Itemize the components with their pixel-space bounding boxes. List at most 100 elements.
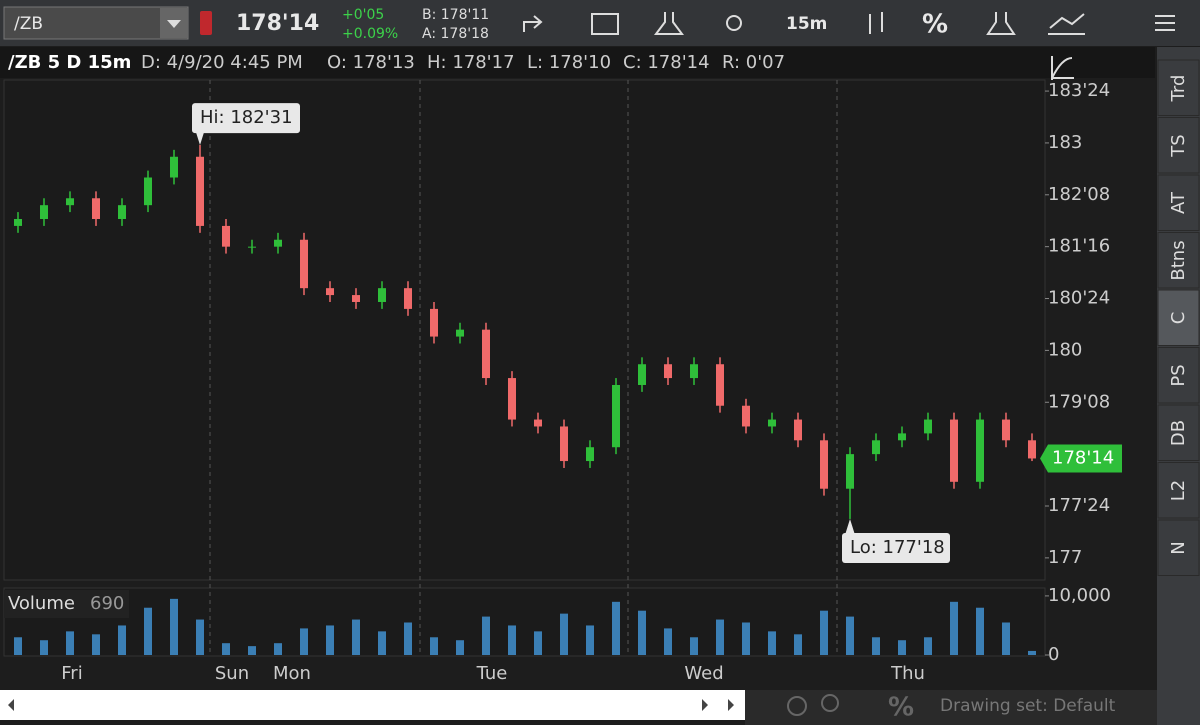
y-tick-label: 182'08 xyxy=(1048,184,1110,205)
zoom-icon[interactable] xyxy=(821,694,839,712)
volume-bar xyxy=(1002,622,1010,655)
candle-body xyxy=(222,225,230,247)
volume-title: Volume xyxy=(8,593,75,614)
drawing-icon[interactable] xyxy=(1048,13,1085,35)
volume-bar xyxy=(586,625,594,655)
candle-body xyxy=(1028,440,1036,459)
y-tick-label: 183 xyxy=(1048,132,1082,153)
candle-body xyxy=(976,419,984,482)
volume-bar xyxy=(378,631,386,655)
price-pane xyxy=(3,79,1046,581)
scrollbar[interactable] xyxy=(0,690,745,720)
header-bar xyxy=(0,47,1155,78)
side-tab[interactable] xyxy=(1157,117,1200,174)
volume-bar xyxy=(612,601,620,655)
percent-button[interactable]: % xyxy=(922,10,948,40)
y-tick-label: 183'24 xyxy=(1048,80,1110,101)
volume-bar xyxy=(664,628,672,655)
side-tab[interactable] xyxy=(1157,59,1200,116)
volume-bar xyxy=(118,625,126,655)
volume-bar xyxy=(742,622,750,655)
change: +0'05 xyxy=(342,7,384,23)
side-tab[interactable] xyxy=(1157,347,1200,404)
volume-legend xyxy=(4,590,129,618)
candle-body xyxy=(118,205,126,220)
candle-body xyxy=(300,239,308,289)
candle-body xyxy=(248,246,256,248)
header-open: O: 178'13 xyxy=(327,52,415,73)
last-price: 178'14 xyxy=(236,11,319,36)
volume-bar xyxy=(274,643,282,655)
volume-pane xyxy=(3,587,1046,657)
side-tab-label: TS xyxy=(1168,134,1189,157)
candle-body xyxy=(534,419,542,427)
volume-bar xyxy=(482,616,490,655)
interval[interactable]: 15m xyxy=(786,14,827,34)
volume-bar xyxy=(456,640,464,655)
y-tick-label: 180'24 xyxy=(1048,288,1110,309)
style-icon[interactable] xyxy=(869,12,883,34)
volume-bar xyxy=(40,640,48,655)
scale-icon[interactable] xyxy=(1051,56,1074,80)
volume-bar xyxy=(222,643,230,655)
change-pct: +0.09% xyxy=(342,26,398,42)
candle-body xyxy=(768,419,776,427)
candle-body xyxy=(352,295,360,302)
candle-body xyxy=(898,433,906,441)
side-tab-label: DB xyxy=(1168,420,1189,446)
footer-percent[interactable]: % xyxy=(888,693,914,723)
volume-bar xyxy=(768,631,776,655)
y-tick-label: 181'16 xyxy=(1048,236,1110,257)
side-tab[interactable] xyxy=(1157,232,1200,289)
y-tick-label: 177'24 xyxy=(1048,495,1110,516)
candle-body xyxy=(612,384,620,448)
pan-icon[interactable] xyxy=(787,696,807,716)
candle-body xyxy=(92,198,100,220)
side-tab[interactable] xyxy=(1157,462,1200,519)
settings-icon[interactable] xyxy=(726,15,742,31)
volume-bar xyxy=(196,619,204,655)
candle-body xyxy=(924,419,932,434)
symbol-box[interactable] xyxy=(3,6,189,40)
drawing-set[interactable]: Drawing set: Default xyxy=(940,696,1116,716)
volume-bar xyxy=(300,628,308,655)
studies-icon[interactable] xyxy=(986,12,1016,35)
candle-body xyxy=(820,440,828,489)
candle-body xyxy=(794,419,802,441)
chart-title: /ZB 5 D 15m xyxy=(8,52,131,73)
side-tab-label: Trd xyxy=(1168,75,1189,103)
volume-bar xyxy=(976,607,984,655)
volume-bar xyxy=(404,622,412,655)
alert-badge[interactable] xyxy=(200,11,212,35)
news-icon[interactable] xyxy=(591,13,619,35)
volume-bar xyxy=(66,631,74,655)
header-close: C: 178'14 xyxy=(623,52,710,73)
candle-body xyxy=(404,288,412,309)
candle-body xyxy=(66,198,74,206)
lab-icon[interactable] xyxy=(654,12,684,35)
x-tick-label: Fri xyxy=(61,663,82,684)
volume-bar xyxy=(92,634,100,655)
candle-body xyxy=(872,440,880,455)
last-price-label: 178'14 xyxy=(1052,447,1114,468)
candle-body xyxy=(40,205,48,220)
side-tab[interactable] xyxy=(1157,174,1200,231)
x-tick-label: Mon xyxy=(273,663,311,684)
header-low: L: 178'10 xyxy=(527,52,611,73)
y-tick-label: 180 xyxy=(1048,339,1082,360)
volume-bar xyxy=(430,637,438,655)
share-icon[interactable] xyxy=(523,15,543,32)
side-tab[interactable] xyxy=(1157,519,1200,576)
candle-body xyxy=(430,308,438,337)
side-tab[interactable] xyxy=(1157,289,1200,346)
volume-bar xyxy=(716,619,724,655)
volume-tick-label: 0 xyxy=(1048,644,1059,665)
x-tick-label: Wed xyxy=(684,663,723,684)
annotation-pointer xyxy=(195,129,205,146)
candle-body xyxy=(196,156,204,226)
volume-bar xyxy=(872,637,880,655)
annotation: Lo: 177'18 xyxy=(850,537,945,558)
menu-icon[interactable] xyxy=(1155,15,1175,31)
volume-bar xyxy=(924,637,932,655)
side-tab[interactable] xyxy=(1157,404,1200,461)
